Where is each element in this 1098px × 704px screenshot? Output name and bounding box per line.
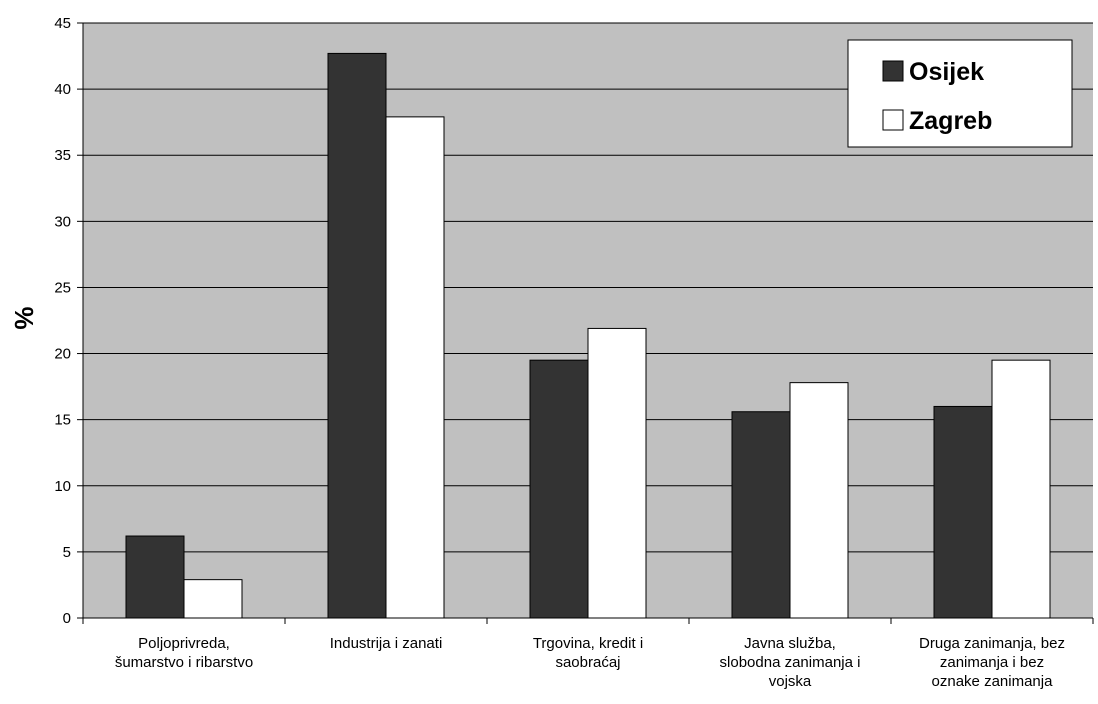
y-tick-label: 40 bbox=[54, 81, 71, 98]
legend: Osijek Zagreb bbox=[847, 39, 1073, 148]
bar-osijek-0 bbox=[125, 535, 185, 619]
y-tick-label: 5 bbox=[63, 544, 71, 561]
y-tick-label: 10 bbox=[54, 478, 71, 495]
category-labels: Poljoprivreda, šumarstvo i ribarstvo Indus… bbox=[115, 635, 1065, 690]
legend-label-zagreb: Zagreb bbox=[909, 107, 992, 135]
y-tick-label: 0 bbox=[63, 610, 71, 627]
bar-osijek-3 bbox=[731, 411, 791, 619]
x-category-label: Druga zanimanja, bez zanimanja i bez oznak… bbox=[919, 635, 1065, 690]
y-tick-label: 45 bbox=[54, 15, 71, 32]
y-tick-label: 30 bbox=[54, 213, 71, 230]
x-category-label: Javna služba, slobodna zanimanja i vojska bbox=[720, 635, 861, 690]
legend-swatch-zagreb bbox=[882, 109, 904, 131]
bar-zagreb-1 bbox=[385, 116, 445, 619]
bar-osijek-4 bbox=[933, 405, 993, 619]
legend-swatch-osijek bbox=[882, 60, 904, 82]
x-axis-ticks bbox=[82, 618, 1094, 624]
bar-zagreb-2 bbox=[587, 327, 647, 619]
bar-zagreb-3 bbox=[789, 382, 849, 619]
legend-label-osijek: Osijek bbox=[909, 58, 984, 86]
bar-zagreb-4 bbox=[991, 359, 1051, 619]
bar-zagreb-0 bbox=[183, 579, 243, 619]
x-category-label: Trgovina, kredit i saobraćaj bbox=[533, 635, 643, 671]
x-category-label: Poljoprivreda, šumarstvo i ribarstvo bbox=[115, 635, 253, 671]
y-axis-label: % bbox=[9, 306, 39, 329]
y-tick-label: 15 bbox=[54, 412, 71, 429]
y-tick-label: 20 bbox=[54, 346, 71, 363]
bar-osijek-2 bbox=[529, 359, 589, 619]
bars bbox=[125, 52, 1051, 619]
y-tick-label: 35 bbox=[54, 147, 71, 164]
y-axis-ticks: 0 5 10 15 20 25 30 35 40 45 bbox=[54, 15, 83, 627]
bar-osijek-1 bbox=[327, 52, 387, 619]
x-category-label: Industrija i zanati bbox=[330, 635, 443, 652]
y-tick-label: 25 bbox=[54, 279, 71, 296]
